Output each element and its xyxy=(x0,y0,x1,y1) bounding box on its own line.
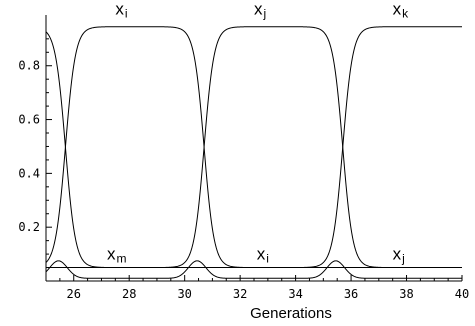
curve-label: xj xyxy=(254,0,266,21)
x-axis-title: Generations xyxy=(250,305,332,322)
curve-label-subscript: k xyxy=(402,7,409,21)
curve-xi xyxy=(45,26,462,269)
y-tick-label: 0.8 xyxy=(18,59,40,73)
axes-group: 26 28 30 32 34 36 38 40 0.2 0.4 0.6 0.8 xyxy=(18,15,469,301)
x-tick-label: 40 xyxy=(455,287,469,301)
curve-label: xi xyxy=(115,0,127,21)
curve-label-subscript: j xyxy=(263,7,267,21)
curve-label: xm xyxy=(107,244,127,265)
curve-xi-decay xyxy=(45,31,462,269)
curve-label-subscript: i xyxy=(266,251,269,265)
labels-group: xi xj xk xm xi xj xyxy=(107,0,409,265)
x-tick-label: 34 xyxy=(288,287,302,301)
x-tick-label: 30 xyxy=(177,287,191,301)
curve-xj xyxy=(46,26,462,269)
curve-label-subscript: m xyxy=(117,251,127,265)
x-tick-label: 36 xyxy=(344,287,358,301)
curves-group xyxy=(45,26,462,279)
y-tick-label: 0.4 xyxy=(18,166,40,180)
y-tick-label: 0.6 xyxy=(18,113,40,127)
curve-label-subscript: i xyxy=(125,7,128,21)
x-tick-label: 28 xyxy=(122,287,136,301)
x-tick-label: 26 xyxy=(67,287,81,301)
x-tick-label: 38 xyxy=(399,287,413,301)
x-tick-label: 32 xyxy=(233,287,247,301)
curve-xk xyxy=(46,26,462,269)
curve-label: xk xyxy=(393,0,410,21)
curve-label: xi xyxy=(257,244,269,265)
curve-label-subscript: j xyxy=(401,251,405,265)
curve-label: xj xyxy=(393,244,405,265)
y-tick-label: 0.2 xyxy=(18,220,40,234)
